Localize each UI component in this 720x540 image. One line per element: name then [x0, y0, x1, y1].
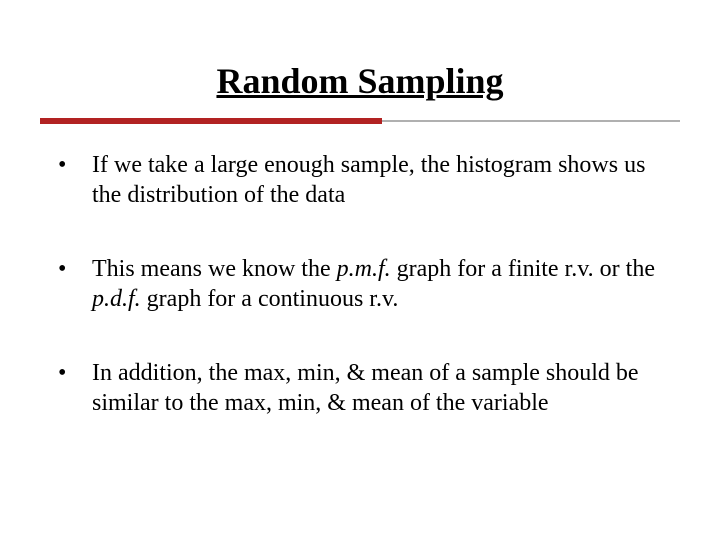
slide-body: If we take a large enough sample, the hi…	[50, 150, 670, 462]
bullet-list: If we take a large enough sample, the hi…	[50, 150, 670, 418]
bullet-text: This means we know the p.m.f. graph for …	[92, 256, 655, 312]
list-item: If we take a large enough sample, the hi…	[50, 150, 670, 210]
slide: Random Sampling If we take a large enoug…	[0, 0, 720, 540]
list-item: This means we know the p.m.f. graph for …	[50, 254, 670, 314]
slide-title: Random Sampling	[0, 60, 720, 102]
title-rule	[40, 118, 680, 128]
bullet-text: In addition, the max, min, & mean of a s…	[92, 360, 639, 416]
bullet-text: If we take a large enough sample, the hi…	[92, 152, 645, 208]
list-item: In addition, the max, min, & mean of a s…	[50, 358, 670, 418]
title-rule-red	[40, 118, 382, 124]
